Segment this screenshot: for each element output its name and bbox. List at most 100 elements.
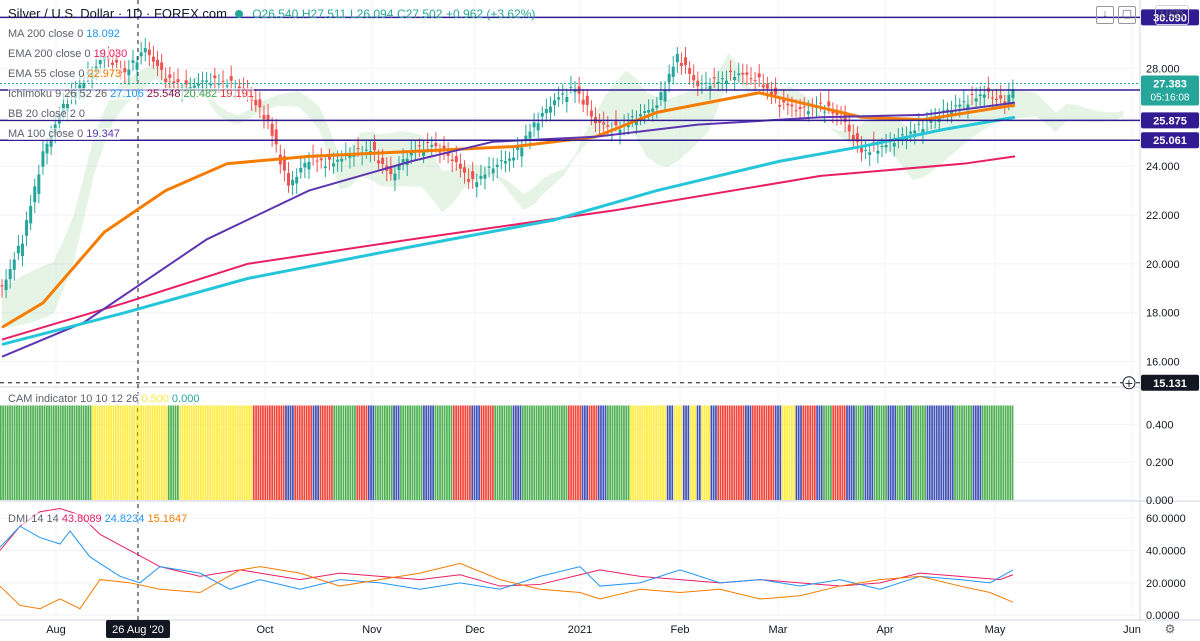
cam-bar [995, 405, 998, 500]
candle-body [160, 62, 164, 70]
time-axis-label: Mar [769, 624, 788, 636]
cam-bar [751, 405, 754, 500]
cam-bar [475, 405, 478, 500]
cam-bar [961, 405, 963, 500]
cam-bar [609, 405, 612, 500]
cam-bar [857, 405, 860, 500]
cam-bar [685, 405, 687, 500]
cam-bar [531, 405, 533, 500]
cam-bar [94, 405, 96, 500]
cam-bar [117, 405, 119, 500]
indicator-legend[interactable]: EMA 55 close 0 22.973 [8, 68, 122, 80]
cam-bar [1011, 405, 1014, 500]
candle-body [340, 158, 344, 162]
cam-bar [593, 405, 595, 500]
indicator-legend[interactable]: EMA 200 close 0 19.030 [8, 48, 128, 60]
indicator-legend[interactable]: MA 100 close 0 19.347 [8, 128, 120, 140]
cam-bar [439, 405, 441, 500]
cam-bar [850, 405, 853, 500]
candle-body [708, 85, 712, 90]
candle-body [356, 148, 360, 150]
cam-bar [970, 405, 973, 500]
price-tick-label: 22.000 [1146, 210, 1180, 222]
series-line-ema-200 [1, 155, 1016, 341]
candle-body [164, 78, 168, 82]
cam-bar [581, 405, 584, 500]
cam-bar [124, 405, 126, 500]
candle-body [82, 83, 86, 90]
cam-bar [666, 405, 669, 500]
cam-bar [602, 405, 605, 500]
cam-bar [758, 405, 761, 500]
cam-bar [363, 405, 365, 500]
candle-body [921, 128, 925, 135]
candle-body [442, 145, 446, 151]
cam-bar [282, 405, 285, 500]
market-status-icon [234, 10, 243, 18]
indicator-legend[interactable]: MA 200 close 0 18.092 [8, 28, 120, 40]
candle-body [196, 83, 200, 86]
cam-bar [326, 405, 329, 500]
candle-body [372, 141, 376, 151]
indicator-legend[interactable]: Ichimoku 9 26 52 26 27.106 25.548 20.482… [8, 88, 254, 100]
candle-body [745, 72, 749, 75]
currency-button[interactable]: USD [1155, 5, 1189, 25]
cam-bar [807, 405, 809, 500]
cam-bar [721, 405, 724, 500]
cam-legend[interactable]: CAM indicator 10 10 12 26 0.500 0.000 [8, 393, 200, 405]
cam-bar [236, 405, 239, 500]
cam-bar [108, 405, 110, 500]
candle-body [315, 160, 319, 162]
indicator-legend[interactable]: BB 20 close 2 0 [8, 108, 86, 120]
cam-bar [216, 405, 218, 500]
candle-body [78, 84, 82, 90]
candle-body [909, 131, 913, 134]
cam-bar [816, 405, 818, 500]
cam-bar [892, 405, 894, 500]
cam-bar [18, 405, 21, 500]
collapse-icon[interactable]: ↓ [1096, 6, 1114, 24]
cam-bar [931, 405, 933, 500]
candle-body [794, 110, 798, 112]
candle-body [716, 81, 720, 84]
cam-bar [16, 405, 18, 500]
cam-bar [469, 405, 471, 500]
candle-body [688, 68, 692, 74]
cam-bar [179, 405, 182, 500]
dmi-tick-label: 60.0000 [1146, 513, 1186, 525]
cam-bar [4, 405, 7, 500]
candle-body [25, 220, 29, 236]
cam-bar [524, 405, 526, 500]
cam-bar [671, 405, 674, 500]
cam-bar [584, 405, 586, 500]
symbol-name[interactable]: Silver / U.S. Dollar [8, 6, 115, 21]
fullscreen-icon[interactable]: ▢ [1118, 6, 1136, 24]
cam-bar [487, 405, 490, 500]
cam-bar [45, 405, 48, 500]
cam-bar [434, 405, 437, 500]
cam-bar [613, 405, 616, 500]
cam-bar [50, 405, 53, 500]
cam-bar [101, 405, 103, 500]
cam-bar [85, 405, 87, 500]
cam-bar [91, 405, 94, 500]
candle-body [634, 120, 638, 126]
source: FOREX.com [153, 6, 227, 21]
cam-bar [740, 405, 743, 500]
dmi-legend[interactable]: DMI 14 14 43.8089 24.8234 15.1647 [8, 513, 188, 525]
cam-bar [623, 405, 625, 500]
interval[interactable]: 1D [125, 6, 143, 21]
candle-body [614, 121, 618, 126]
time-axis-label: Nov [362, 624, 382, 636]
cam-bar [165, 405, 168, 500]
cam-bar [846, 405, 848, 500]
level-price-box [1141, 374, 1199, 391]
candle-body [720, 78, 724, 80]
cam-bar [255, 405, 257, 500]
cam-bar [636, 405, 639, 500]
cam-bar [763, 405, 766, 500]
cam-bar [98, 405, 101, 500]
cam-bar [703, 405, 706, 500]
cam-bar [556, 405, 559, 500]
